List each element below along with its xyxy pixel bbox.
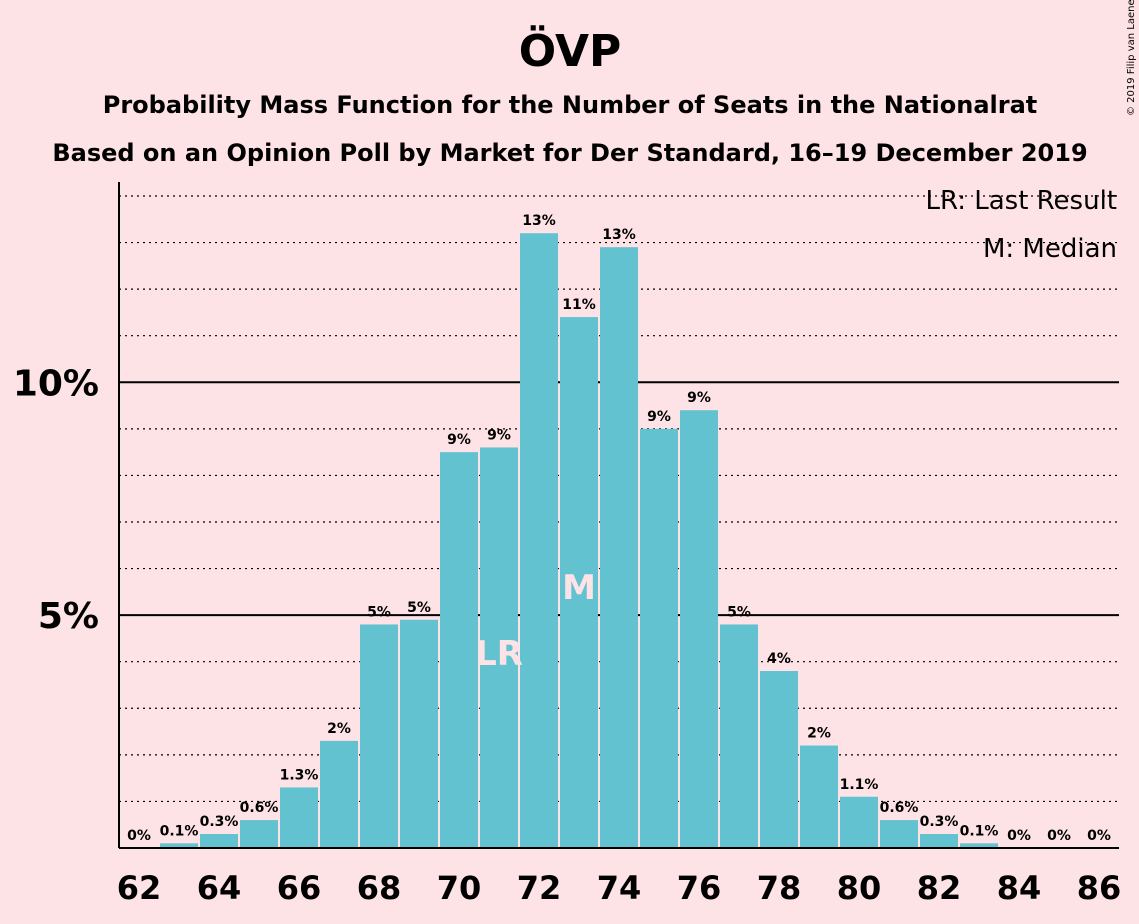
legend: LR: Last Result M: Median xyxy=(925,186,1117,264)
bar-69 xyxy=(400,619,438,848)
chart-source-line: Based on an Opinion Poll by Market for D… xyxy=(52,139,1087,167)
bar-label-84: 0% xyxy=(1007,828,1031,844)
bar-label-63: 0.1% xyxy=(160,823,199,839)
bar-label-66: 1.3% xyxy=(280,767,319,783)
bar-72 xyxy=(520,233,558,848)
x-tick-80: 80 xyxy=(837,869,882,907)
bar-label-76: 9% xyxy=(687,390,711,406)
bar-79 xyxy=(800,745,838,848)
annotation-m: M xyxy=(562,568,596,608)
annotation-lr: LR xyxy=(475,634,523,674)
bar-label-70: 9% xyxy=(447,432,471,448)
bar-label-85: 0% xyxy=(1047,828,1071,844)
bar-label-68: 5% xyxy=(367,604,391,620)
x-tick-74: 74 xyxy=(597,869,642,907)
y-tick-10: 10% xyxy=(13,363,99,404)
x-tick-86: 86 xyxy=(1077,869,1122,907)
bar-66 xyxy=(280,787,318,848)
chart-subtitle: Probability Mass Function for the Number… xyxy=(103,91,1038,119)
bar-63 xyxy=(160,843,198,848)
chart-title: ÖVP xyxy=(519,24,622,77)
bar-82 xyxy=(920,834,958,848)
bar-label-65: 0.6% xyxy=(240,800,279,816)
x-axis-ticks: 62 64 66 68 70 72 74 76 78 80 82 84 86 xyxy=(117,869,1122,907)
bar-label-72: 13% xyxy=(522,213,556,229)
bar-68 xyxy=(360,624,398,848)
x-tick-70: 70 xyxy=(437,869,482,907)
bar-75 xyxy=(640,428,678,848)
bar-78 xyxy=(760,671,798,848)
bars xyxy=(160,233,998,848)
bar-label-71: 9% xyxy=(487,427,511,443)
bar-64 xyxy=(200,834,238,848)
bar-77 xyxy=(720,624,758,848)
bar-label-83: 0.1% xyxy=(960,823,999,839)
bar-label-75: 9% xyxy=(647,409,671,425)
bar-73 xyxy=(560,317,598,848)
bar-label-79: 2% xyxy=(807,726,831,742)
bar-label-62: 0% xyxy=(127,828,151,844)
bar-76 xyxy=(680,410,718,848)
x-tick-72: 72 xyxy=(517,869,562,907)
bar-80 xyxy=(840,796,878,848)
y-tick-5: 5% xyxy=(38,596,99,637)
bar-label-86: 0% xyxy=(1087,828,1111,844)
copyright-text: © 2019 Filip van Laenen xyxy=(1126,0,1137,116)
x-tick-78: 78 xyxy=(757,869,802,907)
x-tick-66: 66 xyxy=(277,869,322,907)
bar-83 xyxy=(960,843,998,848)
bar-label-82: 0.3% xyxy=(920,814,959,830)
bar-label-69: 5% xyxy=(407,600,431,616)
bar-67 xyxy=(320,740,358,848)
bar-label-78: 4% xyxy=(767,651,791,667)
bar-annotations: LR M xyxy=(475,568,596,674)
bar-70 xyxy=(440,452,478,848)
x-tick-84: 84 xyxy=(997,869,1042,907)
bar-label-73: 11% xyxy=(562,297,596,313)
x-tick-68: 68 xyxy=(357,869,402,907)
bar-81 xyxy=(880,820,918,848)
bar-label-81: 0.6% xyxy=(880,800,919,816)
bar-label-80: 1.1% xyxy=(840,777,879,793)
x-tick-62: 62 xyxy=(117,869,162,907)
bar-value-labels: 0% 0.1%0.3%0.6%1.3%2%5% 5%9% 9%13%11%13%9%9… xyxy=(127,213,1111,844)
bar-label-74: 13% xyxy=(602,227,636,243)
bar-74 xyxy=(600,247,638,848)
bar-65 xyxy=(240,820,278,848)
bar-label-77: 5% xyxy=(727,604,751,620)
y-axis-ticks: 5% 10% xyxy=(13,363,99,637)
x-tick-82: 82 xyxy=(917,869,962,907)
bar-71 xyxy=(480,447,518,848)
legend-last-result: LR: Last Result xyxy=(925,186,1117,216)
bar-label-67: 2% xyxy=(327,721,351,737)
legend-median: M: Median xyxy=(983,234,1117,264)
x-tick-64: 64 xyxy=(197,869,242,907)
x-tick-76: 76 xyxy=(677,869,722,907)
bar-label-64: 0.3% xyxy=(200,814,239,830)
